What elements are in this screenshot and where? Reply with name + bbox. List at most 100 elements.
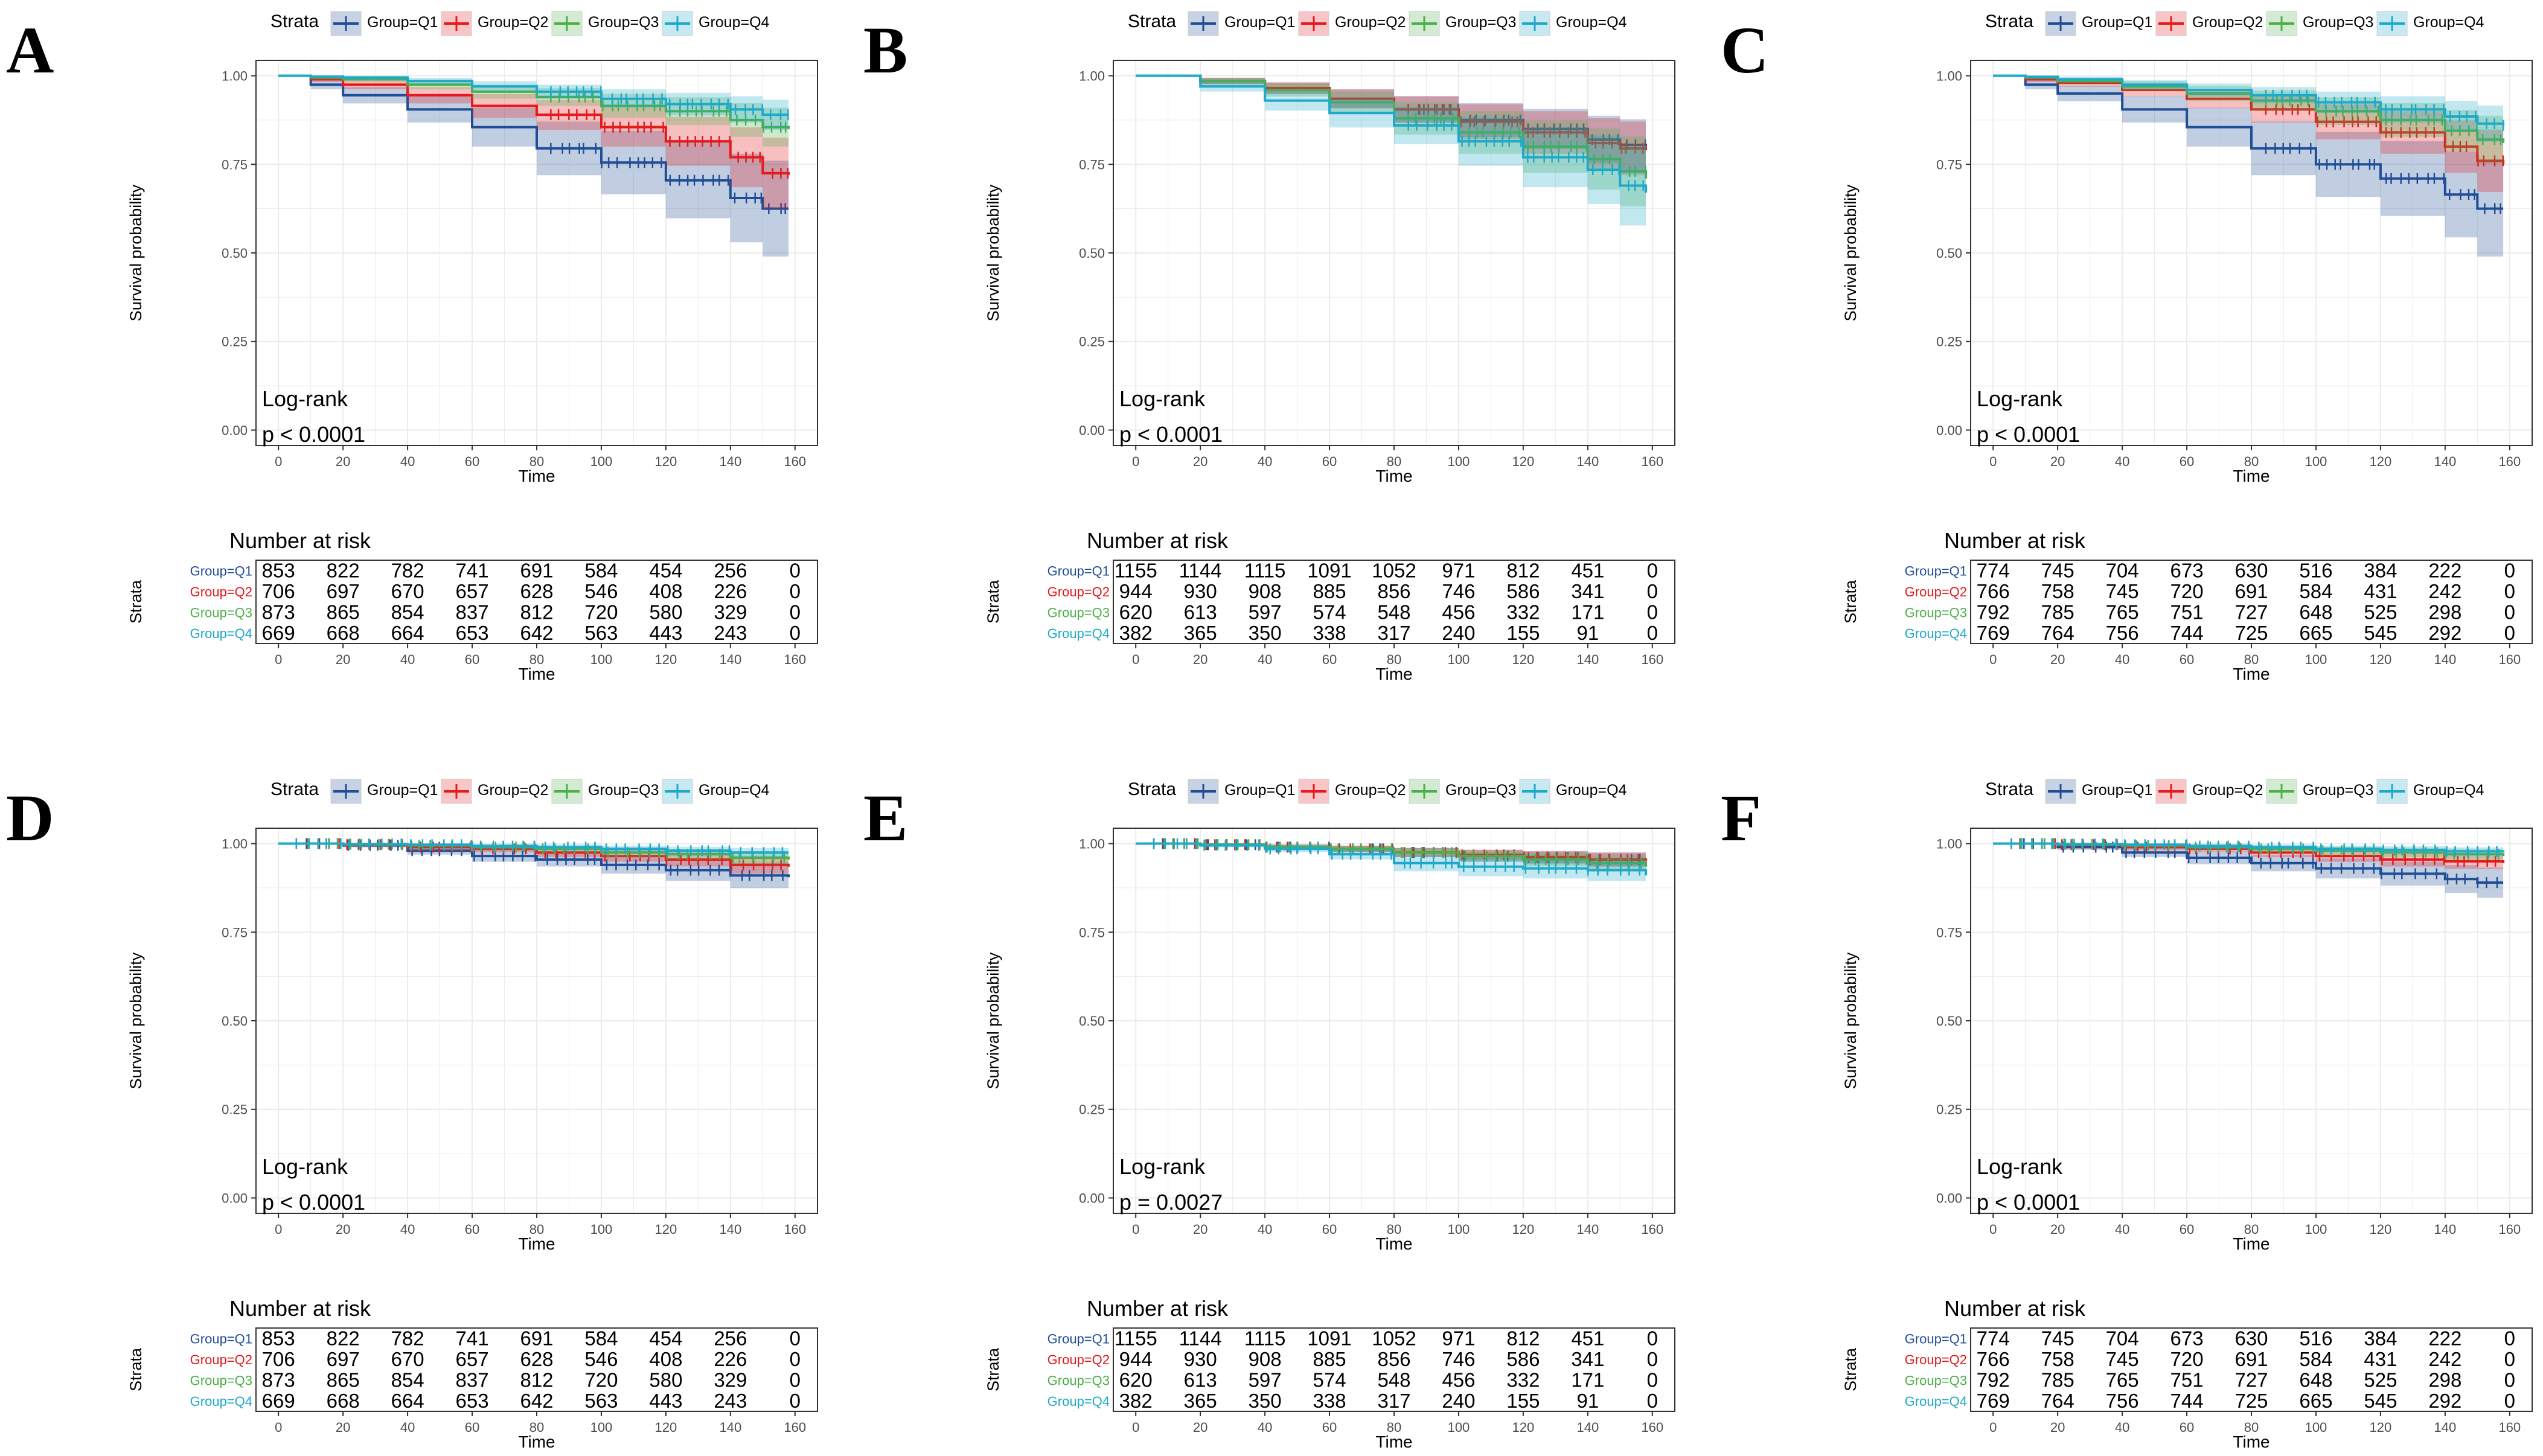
legend-item-q2: Group=Q2 [441,11,548,36]
risk-value: 704 [2106,559,2139,581]
p-value: p = 0.0027 [1119,1190,1223,1215]
risk-value: 597 [1249,1368,1282,1391]
x-tick-label: 20 [336,1420,350,1435]
risk-value: 0 [1647,1368,1658,1391]
legend-label: Group=Q3 [2303,782,2373,799]
y-axis: 0.00 0.25 0.50 0.75 1.00 Survival probability [1841,837,1971,1205]
risk-value: 670 [391,580,424,602]
risk-value: 697 [327,580,360,602]
risk-row-label: Group=Q4 [1048,1394,1110,1409]
y-axis-label: Survival probability [984,952,1002,1089]
x-tick-label: 100 [1448,1420,1470,1435]
risk-value: 665 [2299,622,2332,644]
y-axis: 0.00 0.25 0.50 0.75 1.00 Survival probability [127,837,256,1205]
survival-curve [278,74,789,117]
legend-title: Strata [1985,11,2033,31]
legend-item-q1: Group=Q1 [2045,11,2152,36]
risk-value: 751 [2170,601,2204,623]
risk-value: 774 [1977,559,2010,581]
risk-row-label: Group=Q2 [190,1352,252,1367]
x-tick-label: 20 [336,454,350,469]
panel-e: E Strata Group=Q1 Group=Q2 Group=Q3 Group=Q4 0… [863,779,1675,1451]
series-q1 [278,74,789,257]
x-tick-label: 120 [1512,454,1535,469]
x-tick-label: 120 [1512,652,1535,667]
risk-value: 756 [2106,622,2139,644]
x-tick-label: 120 [655,652,677,667]
risk-row-label: Group=Q3 [1048,1373,1110,1388]
y-tick-label: 0.00 [1936,423,1962,438]
panel-letter: A [6,13,54,87]
risk-value: 0 [790,580,801,602]
risk-value: 1155 [1115,559,1157,581]
legend: Strata Group=Q1 Group=Q2 Group=Q3 Group=Q4 [1128,779,1627,804]
x-tick-label: 160 [784,1222,806,1237]
risk-value: 706 [262,1348,295,1370]
legend-label: Group=Q1 [367,14,438,31]
series-q4 [278,74,789,130]
y-tick-label: 1.00 [1079,837,1105,852]
risk-table: Number at risk Strata Group=Q1 853 822 782 741… [127,528,818,683]
risk-value: 338 [1313,1390,1346,1412]
risk-row-q4: Group=Q4 769 764 756 744 725 665 545 292 0 [1905,1390,2515,1412]
x-tick-label: 60 [2180,1222,2194,1237]
x-tick-label: 140 [719,454,741,469]
y-axis-label: Survival probability [984,184,1002,321]
legend-title: Strata [270,11,319,31]
legend-item-q3: Group=Q3 [551,779,659,804]
risk-value: 0 [1647,559,1658,581]
risk-row-q3: Group=Q3 620 613 597 574 548 456 332 171 0 [1048,1368,1658,1391]
legend-item-q3: Group=Q3 [1409,779,1516,804]
risk-value: 885 [1313,580,1346,602]
x-tick-label: 140 [1576,1222,1599,1237]
y-tick-label: 0.00 [1936,1190,1962,1205]
risk-value: 648 [2299,601,2332,623]
censor-marks [550,109,789,179]
risk-value: 0 [790,559,801,581]
risk-value: 0 [790,601,801,623]
risk-value: 782 [391,1327,424,1349]
risk-value: 1052 [1372,1327,1416,1349]
x-tick-label: 120 [655,1222,677,1237]
risk-value: 744 [2170,622,2204,644]
legend: Strata Group=Q1 Group=Q2 Group=Q3 Group=Q4 [1985,779,2484,804]
x-tick-label: 160 [1641,454,1663,469]
x-tick-label: 60 [2180,652,2194,667]
x-tick-label: 40 [2115,652,2129,667]
risk-table-title: Number at risk [1087,1296,1229,1321]
x-tick-label: 60 [465,1420,479,1435]
risk-value: 653 [456,1390,489,1412]
risk-value: 365 [1184,622,1217,644]
x-axis: 0 20 40 60 80 100 120 140 160 Time [1132,445,1663,485]
series-q1 [1993,74,2504,257]
censor-marks [1153,838,1640,876]
risk-value: 341 [1571,1348,1604,1370]
risk-value: 657 [456,1348,489,1370]
risk-row-q4: Group=Q4 382 365 350 338 317 240 155 91 0 [1048,1390,1658,1412]
confidence-band [278,75,789,211]
x-tick-label: 140 [719,1222,741,1237]
risk-value: 1115 [1244,559,1286,581]
x-tick-label: 0 [1989,1420,1997,1435]
legend-item-q3: Group=Q3 [551,11,659,36]
risk-row-label: Group=Q4 [1905,1394,1967,1409]
x-tick-label: 60 [1322,652,1337,667]
legend-label: Group=Q3 [1445,782,1516,799]
y-tick-label: 0.75 [1079,157,1105,172]
risk-table-ylabel: Strata [1841,580,1860,624]
x-tick-label: 60 [2180,1420,2194,1435]
x-tick-label: 120 [2370,454,2392,469]
risk-value: 665 [2299,1390,2332,1412]
risk-value: 91 [1576,1390,1599,1412]
risk-value: 1155 [1115,1327,1157,1349]
risk-row-label: Group=Q3 [190,605,252,620]
risk-value: 584 [2299,1348,2332,1370]
risk-value: 292 [2428,1390,2461,1412]
risk-value: 292 [2428,622,2461,644]
x-tick-label: 160 [2498,454,2521,469]
plot-border [255,60,818,446]
risk-value: 431 [2364,580,2397,602]
risk-value: 745 [2106,1348,2139,1370]
risk-row-q2: Group=Q2 766 758 745 720 691 584 431 242 0 [1905,1348,2515,1370]
risk-row-q1: Group=Q1 853 822 782 741 691 584 454 256 0 [190,559,801,581]
